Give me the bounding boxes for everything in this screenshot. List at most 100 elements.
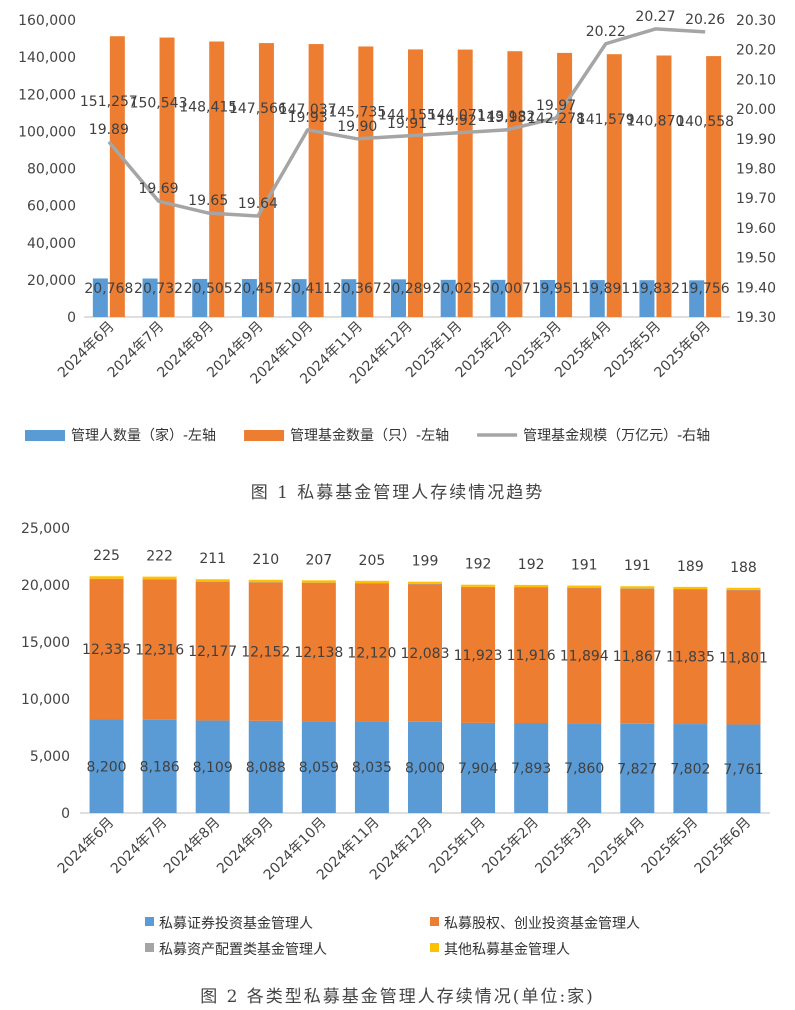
bar-other-managers: [673, 586, 708, 590]
data-label-other: 191: [624, 558, 651, 574]
data-label-funds: 147,037: [279, 102, 337, 118]
data-label-other: 211: [199, 551, 226, 567]
data-label-securities: 7,904: [458, 761, 498, 777]
data-label-equity-vc: 12,177: [188, 644, 237, 660]
y-right-tick-label: 20.00: [736, 102, 776, 118]
bar-equity-vc-managers: [726, 589, 761, 725]
bar-asset-allocation-managers: [726, 589, 761, 591]
chart2-caption: 图 2 各类型私募基金管理人存续情况(单位:家): [200, 987, 595, 1007]
data-label-equity-vc: 12,316: [135, 642, 184, 658]
y-tick-label: 15,000: [21, 635, 70, 651]
bar-asset-allocation-managers: [248, 582, 283, 583]
bar-securities-managers: [567, 723, 602, 813]
data-label-equity-vc: 11,801: [719, 650, 768, 666]
data-label-funds: 151,257: [80, 94, 138, 110]
data-label-fund-scale: 20.27: [635, 9, 675, 25]
bar-securities-managers: [408, 721, 442, 813]
bar-other-managers: [567, 585, 602, 588]
data-label-fund-scale: 19.91: [387, 116, 427, 132]
bar-other-managers: [461, 584, 496, 587]
x-tick-label: 2025年3月: [532, 815, 595, 878]
bar-asset-allocation-managers: [514, 587, 549, 588]
bar-securities-managers: [673, 724, 708, 813]
data-label-securities: 8,186: [140, 759, 180, 775]
data-label-funds: 150,543: [130, 96, 188, 112]
data-label-funds: 140,558: [676, 114, 734, 130]
x-tick-label: 2025年6月: [692, 815, 755, 878]
bar-funds: [606, 54, 622, 318]
y-tick-label: 0: [61, 806, 70, 822]
legend-label: 其他私募基金管理人: [444, 941, 570, 958]
y-tick-label: 20,000: [21, 578, 70, 594]
bar-securities-managers: [514, 723, 549, 813]
legend-swatch: [145, 943, 154, 952]
x-tick-label: 2025年2月: [479, 815, 542, 878]
y-left-tick-label: 0: [67, 310, 76, 326]
bar-securities-managers: [195, 720, 230, 813]
chart1-svg: 020,00040,00060,00080,000100,000120,0001…: [18, 9, 776, 444]
x-tick-label: 2025年5月: [639, 815, 702, 878]
data-label-equity-vc: 11,894: [560, 649, 609, 665]
data-label-securities: 7,802: [670, 762, 710, 778]
bar-asset-allocation-managers: [89, 578, 124, 580]
y-right-tick-label: 20.10: [736, 72, 776, 88]
bar-funds: [507, 51, 523, 317]
bar-managers: [639, 280, 655, 317]
data-label-funds: 144,071: [428, 108, 486, 124]
bar-equity-vc-managers: [567, 587, 602, 724]
data-label-equity-vc: 12,120: [347, 645, 396, 661]
data-label-equity-vc: 12,138: [294, 645, 343, 661]
y-tick-label: 25,000: [21, 521, 70, 537]
bar-funds: [557, 52, 573, 318]
data-label-managers: 20,768: [84, 281, 133, 297]
bar-managers: [440, 279, 456, 317]
legend-swatch: [430, 917, 439, 926]
bar-securities-managers: [142, 719, 177, 813]
data-label-securities: 8,035: [352, 760, 392, 776]
bar-other-managers: [354, 580, 389, 584]
data-label-funds: 144,155: [378, 107, 436, 123]
data-label-other: 225: [93, 548, 120, 564]
bar-securities-managers: [620, 723, 655, 813]
data-label-managers: 20,289: [383, 281, 432, 297]
data-label-other: 192: [518, 557, 545, 573]
bar-asset-allocation-managers: [567, 587, 602, 589]
y-left-tick-label: 120,000: [18, 87, 76, 103]
data-label-securities: 7,827: [617, 761, 657, 777]
bar-equity-vc-managers: [408, 584, 442, 722]
data-label-equity-vc: 12,152: [241, 645, 290, 661]
data-label-managers: 20,411: [283, 281, 332, 297]
bar-managers: [291, 279, 307, 317]
bar-asset-allocation-managers: [408, 583, 442, 585]
y-left-tick-label: 100,000: [18, 124, 76, 140]
bar-equity-vc-managers: [354, 583, 389, 722]
bar-funds: [109, 36, 125, 318]
y-right-tick-label: 19.50: [736, 251, 776, 267]
bar-funds: [159, 37, 175, 317]
y-right-tick-label: 19.40: [736, 280, 776, 296]
y-right-tick-label: 19.60: [736, 221, 776, 237]
data-label-other: 191: [571, 558, 598, 574]
y-left-tick-label: 60,000: [27, 199, 76, 215]
bar-equity-vc-managers: [620, 588, 655, 724]
data-label-equity-vc: 12,335: [82, 642, 131, 658]
bar-managers: [241, 279, 257, 317]
bar-asset-allocation-managers: [195, 581, 230, 583]
y-left-tick-label: 160,000: [18, 13, 76, 29]
data-label-funds: 143,182: [477, 109, 535, 125]
data-label-equity-vc: 11,916: [507, 648, 556, 664]
y-right-tick-label: 19.30: [736, 310, 776, 326]
bar-equity-vc-managers: [248, 582, 283, 721]
data-label-securities: 7,761: [723, 762, 763, 778]
data-label-equity-vc: 11,867: [613, 649, 662, 665]
data-label-fund-scale: 19.90: [337, 119, 377, 135]
bar-other-managers: [142, 576, 177, 580]
data-label-managers: 20,025: [432, 281, 481, 297]
data-label-managers: 20,505: [184, 281, 233, 297]
data-label-managers: 19,832: [631, 281, 680, 297]
data-label-fund-scale: 19.92: [437, 113, 477, 129]
chart2-svg: 0 5,000 10,000 15,000 20,000 25,000 8,200 12,33…: [21, 521, 770, 958]
data-label-managers: 20,457: [233, 281, 282, 297]
data-label-other: 199: [412, 554, 439, 570]
legend-swatch: [25, 430, 65, 441]
